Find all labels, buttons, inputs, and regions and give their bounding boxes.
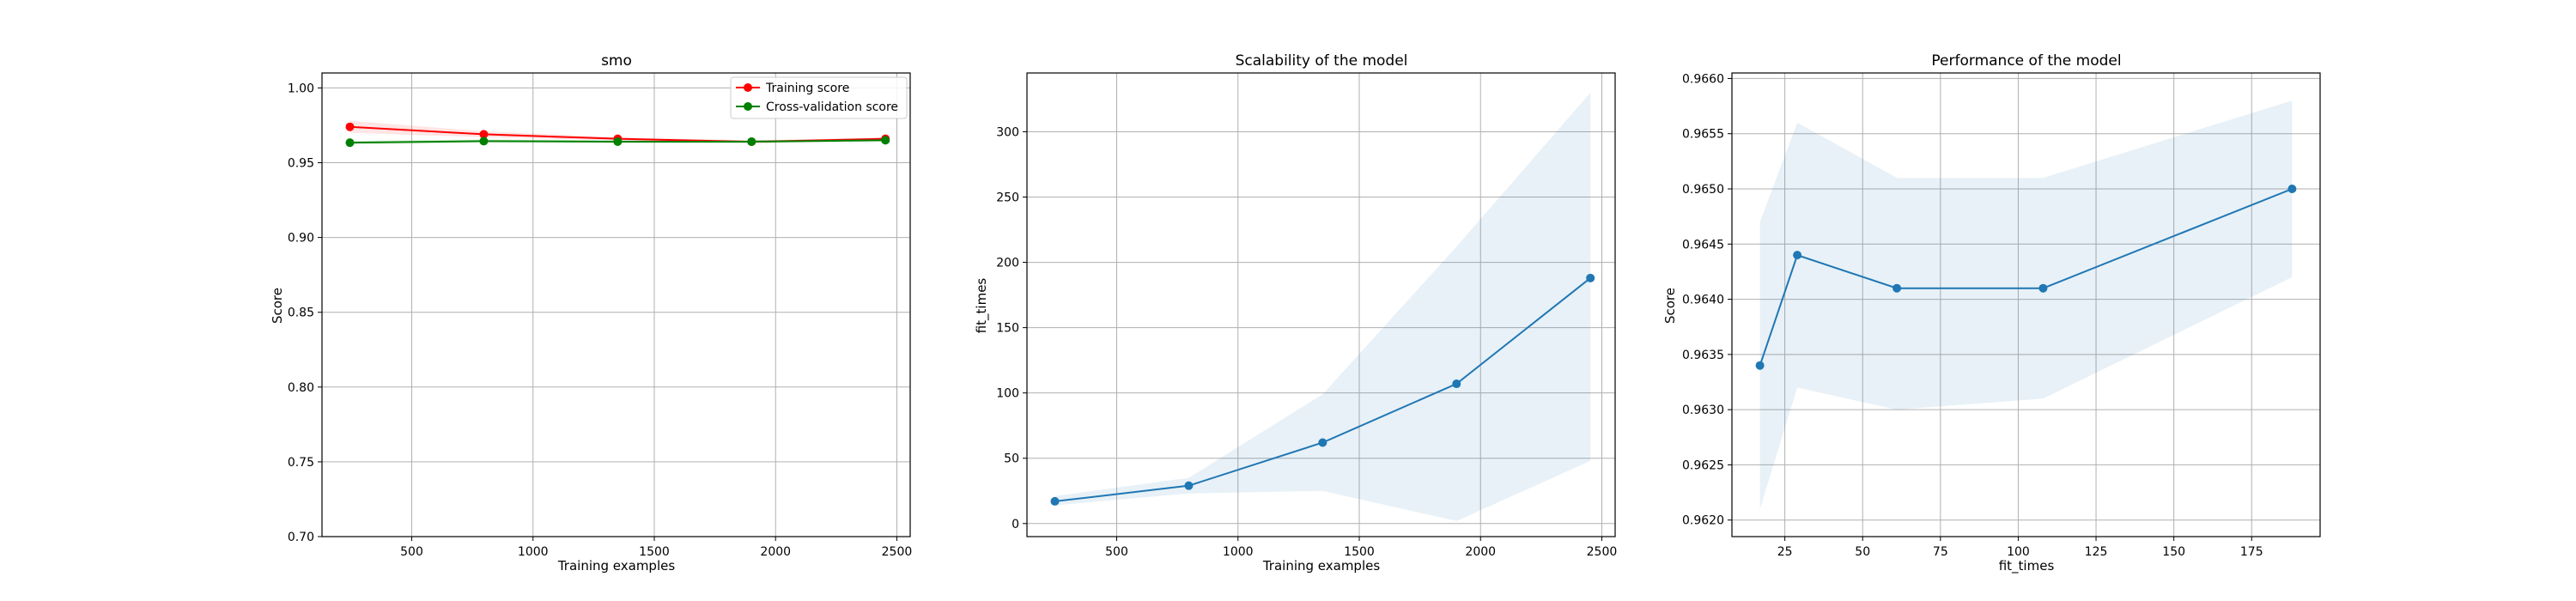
x-tick-label: 1000 xyxy=(1223,545,1254,559)
x-tick-label: 2500 xyxy=(1587,545,1618,559)
data-point xyxy=(1050,496,1060,506)
series-group xyxy=(1755,100,2297,509)
y-tick-label: 0.9650 xyxy=(1682,183,1724,197)
y-tick-label: 50 xyxy=(1004,452,1019,466)
data-point xyxy=(1184,481,1194,490)
legend-marker-cross-validation xyxy=(744,102,752,111)
confidence-band xyxy=(1054,92,1591,521)
chart-panel-scalability: 500 1000 1500 2000 2500 0 50 100 150 200 250 300 Sc… xyxy=(974,52,1617,574)
data-point xyxy=(1793,251,1802,260)
y-tick-label: 0.9620 xyxy=(1682,514,1724,528)
chart-panel-performance: 25 50 75 100 125 150 175 0.9620 0.9625 0.9630 0.96… xyxy=(1662,52,2321,574)
x-tick-label: 2500 xyxy=(882,545,913,559)
y-axis-label: fit_times xyxy=(974,278,990,334)
chart-title: Performance of the model xyxy=(1931,52,2121,70)
data-point xyxy=(881,136,890,145)
data-point xyxy=(479,137,489,146)
legend: Training score Cross-validation score xyxy=(730,76,908,119)
legend-frame xyxy=(730,76,908,119)
x-tick-label: 150 xyxy=(2162,545,2185,559)
data-point xyxy=(613,137,623,146)
grid xyxy=(1027,73,1615,537)
y-axis-label: Score xyxy=(270,288,285,324)
x-tick-label: 1500 xyxy=(1344,545,1375,559)
x-tick-label: 100 xyxy=(2007,545,2030,559)
y-tick-label: 200 xyxy=(996,257,1019,270)
x-axis-label: Training examples xyxy=(1262,558,1381,574)
y-tick-label: 0.9625 xyxy=(1682,458,1724,472)
y-tick-label: 0.9640 xyxy=(1682,294,1724,307)
y-tick-label: 1.00 xyxy=(288,82,314,95)
data-point xyxy=(2038,283,2048,293)
data-point xyxy=(345,122,355,131)
x-tick-label: 1500 xyxy=(639,545,670,559)
series-group xyxy=(345,120,890,148)
y-tick-label: 0.9660 xyxy=(1682,72,1724,86)
y-tick-label: 0.85 xyxy=(288,307,314,320)
y-tick-label: 150 xyxy=(996,322,1019,336)
x-tick-label: 2000 xyxy=(760,545,791,559)
x-tick-label: 500 xyxy=(400,545,423,559)
x-tick-label: 25 xyxy=(1777,545,1793,559)
plot-frame xyxy=(321,72,911,537)
ticks: 500 1000 1500 2000 2500 0.70 0.75 0.80 0.85 0.90 0… xyxy=(288,82,912,559)
x-tick-label: 1000 xyxy=(518,545,549,559)
y-tick-label: 0.9645 xyxy=(1682,238,1724,252)
y-tick-label: 0.95 xyxy=(288,157,314,171)
y-tick-label: 0.80 xyxy=(288,381,314,395)
x-tick-label: 2000 xyxy=(1465,545,1496,559)
x-axis-label: fit_times xyxy=(1999,558,2055,574)
data-point xyxy=(747,137,756,146)
x-tick-label: 75 xyxy=(1933,545,1948,559)
y-tick-label: 0.70 xyxy=(288,531,314,544)
series-group xyxy=(1050,92,1595,521)
data-point xyxy=(1755,361,1765,370)
y-tick-label: 0.90 xyxy=(288,232,314,246)
y-tick-label: 0.75 xyxy=(288,456,314,470)
data-point xyxy=(2287,185,2297,193)
ticks: 25 50 75 100 125 150 175 0.9620 0.9625 0.9630 0.96… xyxy=(1682,72,2263,559)
legend-label-cross-validation: Cross-validation score xyxy=(766,100,898,114)
grid xyxy=(1732,73,2320,537)
ticks: 500 1000 1500 2000 2500 0 50 100 150 200 250 300 xyxy=(996,125,1617,559)
data-point xyxy=(345,138,355,148)
y-tick-label: 250 xyxy=(996,191,1019,205)
chart-title: Scalability of the model xyxy=(1236,52,1408,70)
x-tick-label: 125 xyxy=(2085,545,2108,559)
data-point xyxy=(1893,283,1902,293)
x-axis-label: Training examples xyxy=(557,558,676,574)
plot-frame xyxy=(1731,72,2321,537)
data-point xyxy=(1452,379,1461,389)
plot-frame xyxy=(1026,72,1616,537)
y-tick-label: 100 xyxy=(996,387,1019,401)
x-tick-label: 50 xyxy=(1855,545,1870,559)
y-axis-label: Score xyxy=(1662,288,1678,324)
legend-label-training: Training score xyxy=(765,82,849,95)
legend-marker-training xyxy=(744,83,752,92)
grid xyxy=(322,73,910,537)
chart-title: smo xyxy=(601,52,632,70)
x-tick-label: 175 xyxy=(2240,545,2263,559)
y-tick-label: 0.9635 xyxy=(1682,349,1724,362)
data-point xyxy=(1586,273,1595,282)
chart-panel-learning-curve: 500 1000 1500 2000 2500 0.70 0.75 0.80 0.85 0.90 0… xyxy=(270,52,912,574)
data-point xyxy=(1318,438,1327,447)
y-tick-label: 0.9655 xyxy=(1682,128,1724,142)
y-tick-label: 0.9630 xyxy=(1682,404,1724,417)
y-tick-label: 0 xyxy=(1012,518,1019,531)
y-tick-label: 300 xyxy=(996,125,1019,139)
data-point xyxy=(479,130,489,139)
x-tick-label: 500 xyxy=(1105,545,1128,559)
confidence-band xyxy=(1759,100,2293,509)
